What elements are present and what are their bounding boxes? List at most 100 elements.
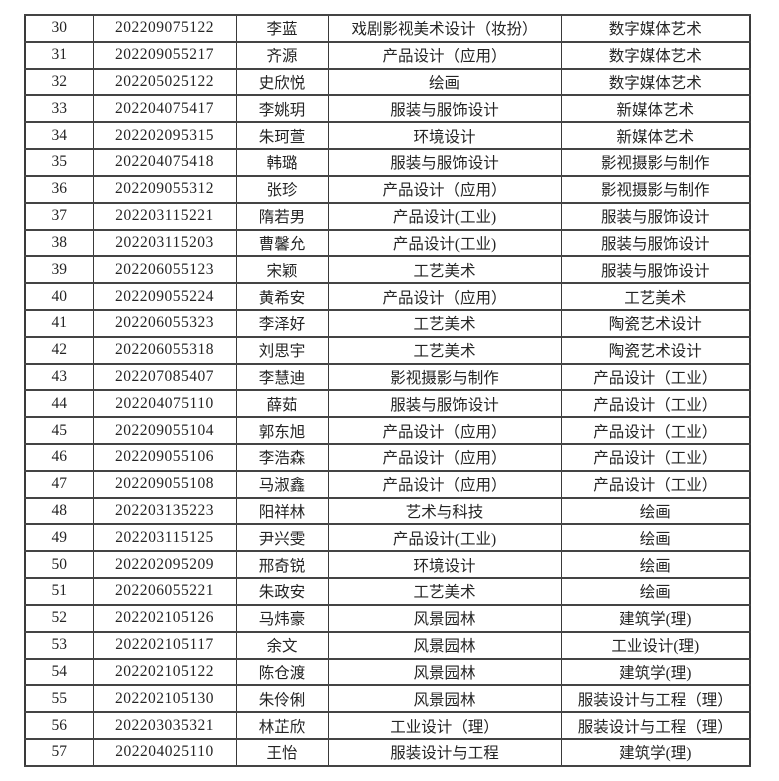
row-number-cell: 31 — [24, 40, 94, 70]
target-major-cell: 产品设计（工业） — [560, 389, 751, 419]
target-major-cell: 工业设计(理) — [560, 630, 751, 660]
target-major-cell: 服装设计与工程（理） — [560, 684, 751, 714]
target-major-cell: 绘画 — [560, 550, 751, 580]
original-major-cell: 产品设计（应用） — [327, 282, 562, 311]
table-row: 35 202204075418 韩璐 服装与服饰设计 影视摄影与制作 — [24, 148, 751, 177]
student-id-cell: 202202105122 — [92, 657, 237, 687]
name-cell: 宋颖 — [235, 255, 329, 285]
row-number-cell: 36 — [24, 174, 94, 204]
original-major-cell: 风景园林 — [327, 657, 562, 687]
original-major-cell: 艺术与科技 — [327, 496, 562, 526]
name-cell: 张珍 — [235, 174, 329, 204]
name-cell: 邢奇锐 — [235, 550, 329, 580]
row-number-cell: 39 — [24, 255, 94, 285]
name-cell: 隋若男 — [235, 201, 329, 231]
student-id-cell: 202206055123 — [92, 255, 237, 285]
student-id-cell: 202209055108 — [92, 469, 237, 499]
name-cell: 李泽好 — [235, 308, 329, 338]
name-cell: 朱珂萱 — [235, 121, 329, 151]
row-number-cell: 38 — [24, 228, 94, 258]
row-number-cell: 44 — [24, 389, 94, 419]
table-row: 30 202209075122 李蓝 戏剧影视美术设计（妆扮） 数字媒体艺术 — [24, 14, 751, 43]
original-major-cell: 环境设计 — [327, 550, 562, 580]
row-number-cell: 57 — [24, 737, 94, 768]
name-cell: 薛茹 — [235, 389, 329, 419]
student-id-cell: 202205025122 — [92, 67, 237, 97]
table-row: 56 202203035321 林芷欣 工业设计（理） 服装设计与工程（理） — [24, 711, 751, 740]
row-number-cell: 56 — [24, 711, 94, 740]
original-major-cell: 产品设计（应用） — [327, 416, 562, 445]
target-major-cell: 工艺美术 — [560, 282, 751, 311]
row-number-cell: 46 — [24, 443, 94, 472]
target-major-cell: 陶瓷艺术设计 — [560, 308, 751, 338]
name-cell: 马淑鑫 — [235, 469, 329, 499]
student-id-cell: 202202105126 — [92, 603, 237, 633]
name-cell: 郭东旭 — [235, 416, 329, 445]
student-id-cell: 202203035321 — [92, 711, 237, 740]
row-number-cell: 40 — [24, 282, 94, 311]
table-row: 45 202209055104 郭东旭 产品设计（应用） 产品设计（工业） — [24, 416, 751, 445]
student-id-cell: 202206055318 — [92, 335, 237, 365]
table-row: 32 202205025122 史欣悦 绘画 数字媒体艺术 — [24, 67, 751, 97]
name-cell: 林芷欣 — [235, 711, 329, 740]
target-major-cell: 陶瓷艺术设计 — [560, 335, 751, 365]
target-major-cell: 绘画 — [560, 523, 751, 553]
original-major-cell: 工艺美术 — [327, 255, 562, 285]
original-major-cell: 产品设计（应用） — [327, 469, 562, 499]
row-number-cell: 49 — [24, 523, 94, 553]
table-row: 37 202203115221 隋若男 产品设计(工业) 服装与服饰设计 — [24, 201, 751, 231]
row-number-cell: 42 — [24, 335, 94, 365]
student-id-cell: 202203115221 — [92, 201, 237, 231]
transfer-table-container: 30 202209075122 李蓝 戏剧影视美术设计（妆扮） 数字媒体艺术 31 2022… — [24, 14, 751, 768]
row-number-cell: 41 — [24, 308, 94, 338]
name-cell: 马炜豪 — [235, 603, 329, 633]
target-major-cell: 服装与服饰设计 — [560, 201, 751, 231]
original-major-cell: 产品设计(工业) — [327, 228, 562, 258]
name-cell: 曹馨允 — [235, 228, 329, 258]
original-major-cell: 戏剧影视美术设计（妆扮） — [327, 14, 562, 43]
row-number-cell: 37 — [24, 201, 94, 231]
name-cell: 韩璐 — [235, 148, 329, 177]
table-row: 53 202202105117 余文 风景园林 工业设计(理) — [24, 630, 751, 660]
student-id-cell: 202209075122 — [92, 14, 237, 43]
student-id-cell: 202204075110 — [92, 389, 237, 419]
target-major-cell: 服装设计与工程（理） — [560, 711, 751, 740]
row-number-cell: 54 — [24, 657, 94, 687]
original-major-cell: 工艺美术 — [327, 577, 562, 606]
target-major-cell: 数字媒体艺术 — [560, 67, 751, 97]
student-id-cell: 202209055104 — [92, 416, 237, 445]
table-row: 51 202206055221 朱政安 工艺美术 绘画 — [24, 577, 751, 606]
original-major-cell: 风景园林 — [327, 603, 562, 633]
original-major-cell: 工业设计（理） — [327, 711, 562, 740]
target-major-cell: 新媒体艺术 — [560, 121, 751, 151]
name-cell: 史欣悦 — [235, 67, 329, 97]
student-id-cell: 202204075418 — [92, 148, 237, 177]
table-row: 44 202204075110 薛茹 服装与服饰设计 产品设计（工业） — [24, 389, 751, 419]
target-major-cell: 建筑学(理) — [560, 657, 751, 687]
target-major-cell: 建筑学(理) — [560, 603, 751, 633]
original-major-cell: 服装与服饰设计 — [327, 94, 562, 124]
row-number-cell: 35 — [24, 148, 94, 177]
target-major-cell: 影视摄影与制作 — [560, 148, 751, 177]
student-id-cell: 202206055323 — [92, 308, 237, 338]
original-major-cell: 工艺美术 — [327, 308, 562, 338]
table-row: 54 202202105122 陈仓渡 风景园林 建筑学(理) — [24, 657, 751, 687]
student-id-cell: 202203115203 — [92, 228, 237, 258]
row-number-cell: 50 — [24, 550, 94, 580]
table-row: 39 202206055123 宋颖 工艺美术 服装与服饰设计 — [24, 255, 751, 285]
target-major-cell: 服装与服饰设计 — [560, 228, 751, 258]
transfer-table: 30 202209075122 李蓝 戏剧影视美术设计（妆扮） 数字媒体艺术 31 2022… — [24, 14, 751, 768]
student-id-cell: 202202095315 — [92, 121, 237, 151]
student-id-cell: 202209055217 — [92, 40, 237, 70]
name-cell: 余文 — [235, 630, 329, 660]
student-id-cell: 202203135223 — [92, 496, 237, 526]
student-id-cell: 202202105117 — [92, 630, 237, 660]
target-major-cell: 产品设计（工业） — [560, 362, 751, 392]
student-id-cell: 202209055106 — [92, 443, 237, 472]
original-major-cell: 产品设计(工业) — [327, 523, 562, 553]
target-major-cell: 建筑学(理) — [560, 737, 751, 768]
table-row: 55 202202105130 朱伶俐 风景园林 服装设计与工程（理） — [24, 684, 751, 714]
table-row: 47 202209055108 马淑鑫 产品设计（应用） 产品设计（工业） — [24, 469, 751, 499]
row-number-cell: 32 — [24, 67, 94, 97]
row-number-cell: 48 — [24, 496, 94, 526]
